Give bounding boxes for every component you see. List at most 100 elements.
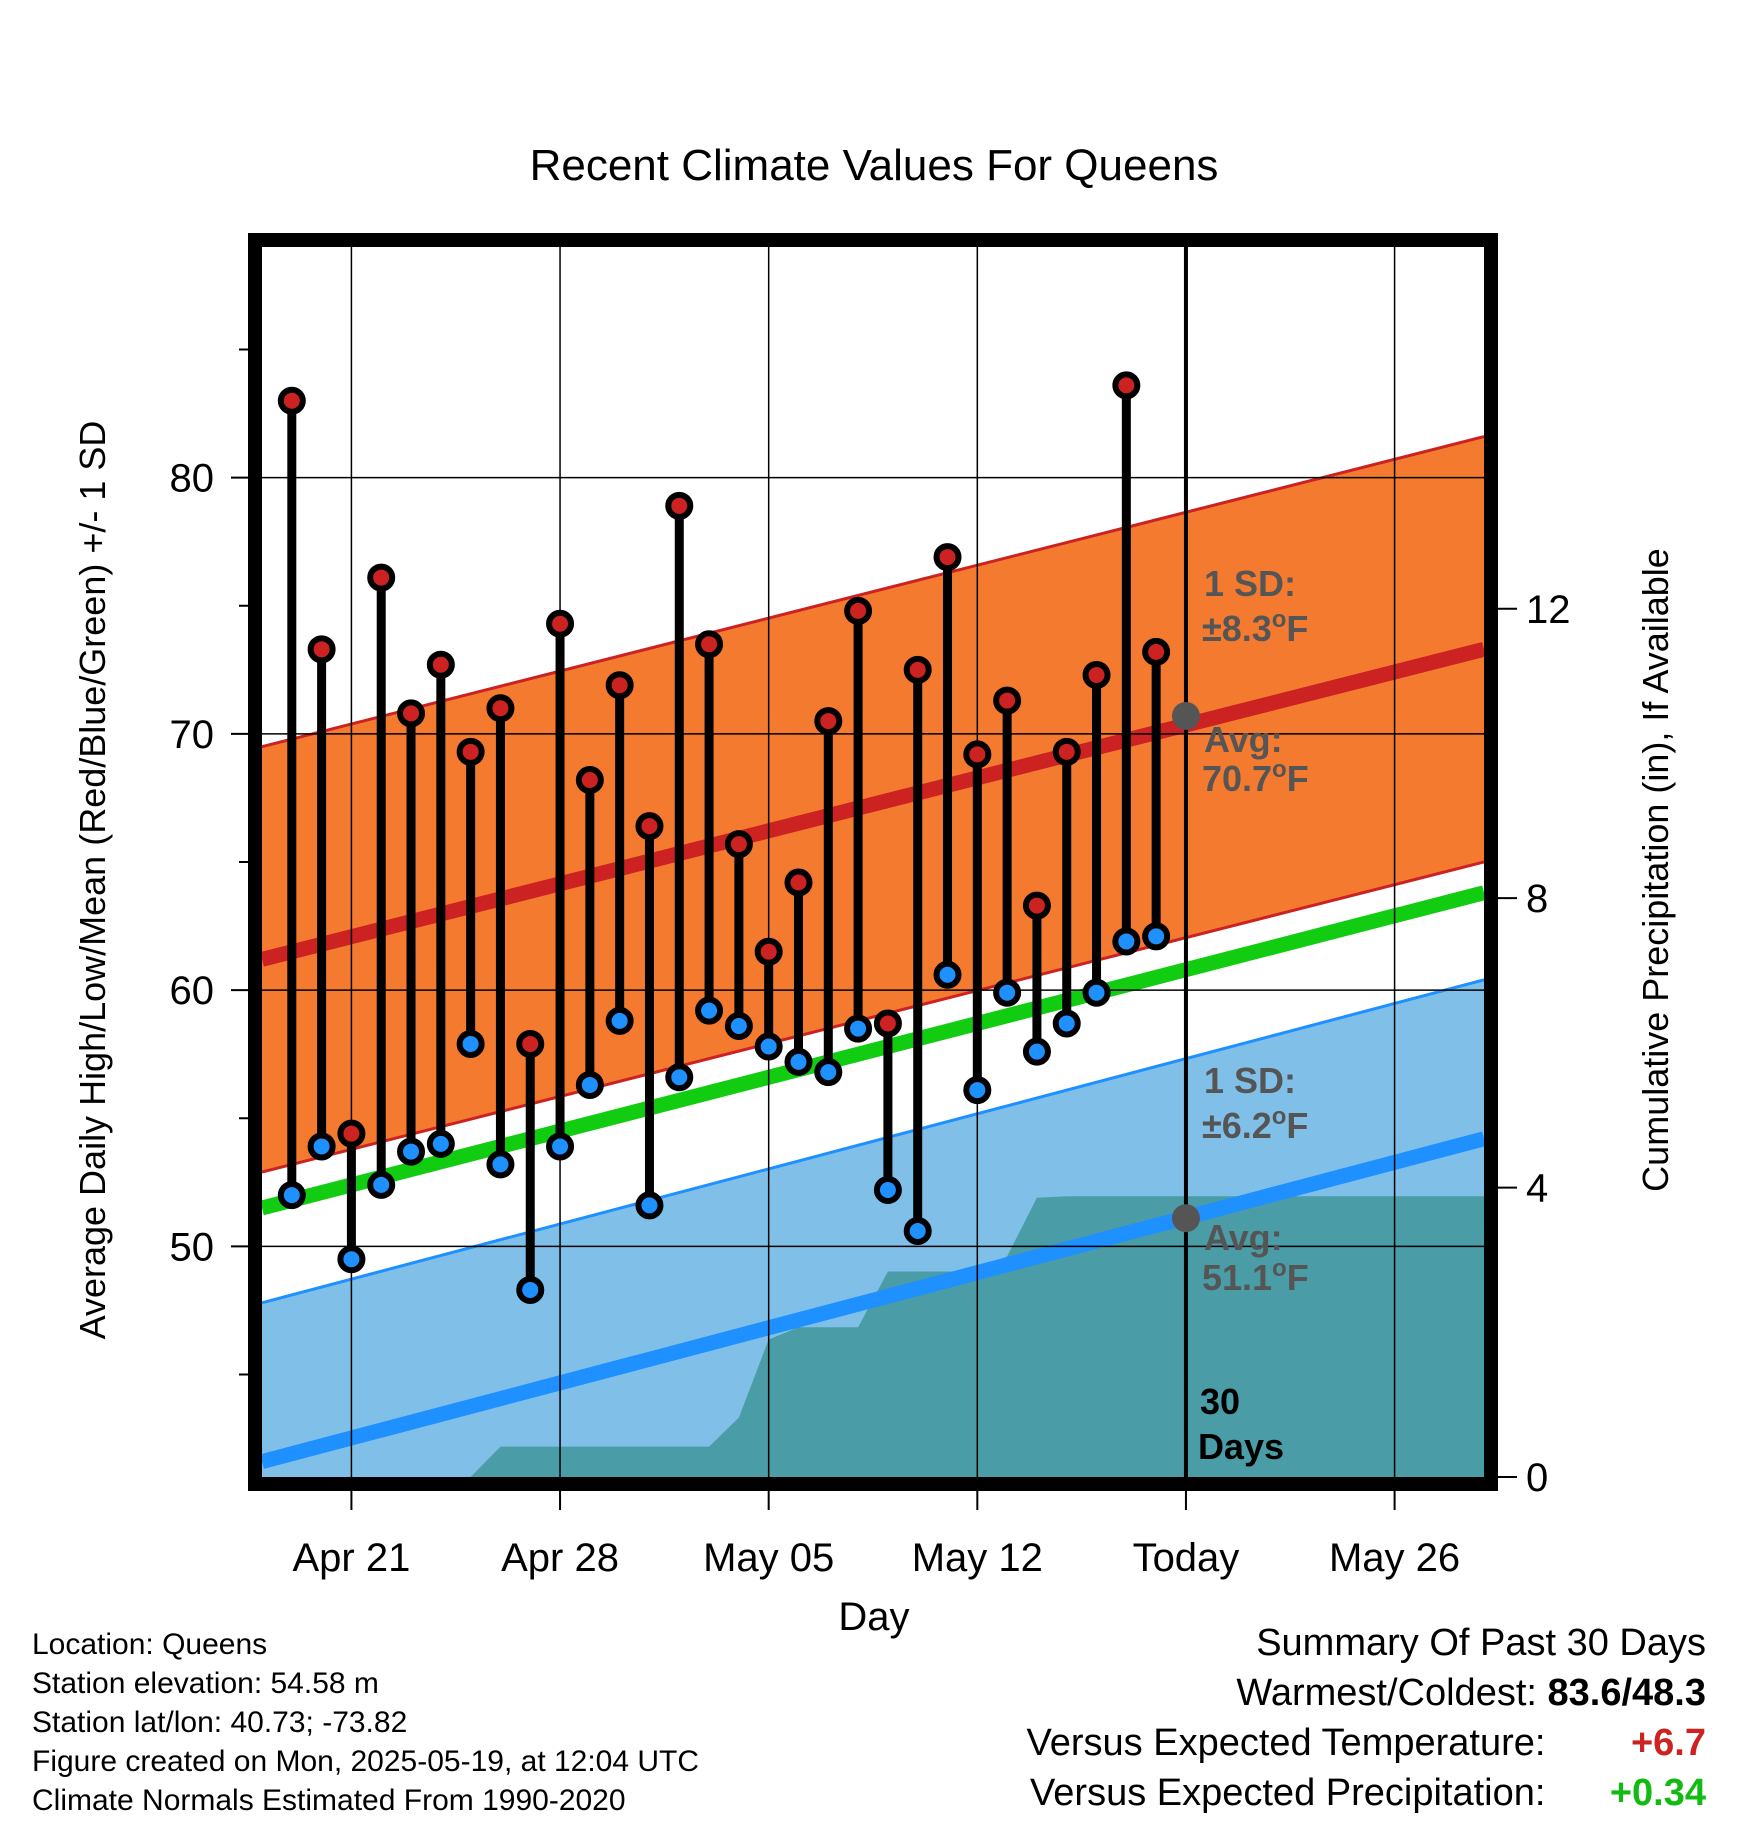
daily-low-point [367,1170,396,1199]
daily-low-point [784,1047,813,1076]
precip-area [262,1196,1484,1477]
plot-frame [248,233,1498,1491]
temp-label: Versus Expected Temperature: [1026,1722,1546,1764]
daily-high-point [367,563,396,592]
today-high-avg-marker [1171,701,1200,730]
daily-high-point [784,868,813,897]
precip-value: +0.34 [1609,1772,1706,1814]
low-sd-value: ±6.2oF [1202,1103,1308,1146]
high-avg-value: 70.7oF [1202,756,1309,799]
y-tick-label-left: 60 [170,969,215,1013]
y-tick-label-left: 70 [170,713,215,757]
daily-low-point [695,996,724,1025]
daily-high-point [1142,637,1171,666]
elevation-text: Station elevation: 54.58 m [32,1667,379,1700]
summary-temp: Versus Expected Temperature: +6.7 [1027,1718,1706,1768]
x-tick-label: Apr 21 [292,1536,410,1580]
high-sd-band-upper [262,435,1484,749]
created-text: Figure created on Mon, 2025-05-19, at 12… [32,1745,700,1778]
chart-title: Recent Climate Values For Queens [530,141,1219,190]
daily-low-point [754,1032,783,1061]
daily-low-point [426,1129,455,1158]
normals-text: Climate Normals Estimated From 1990-2020 [32,1784,626,1817]
daily-low-point [516,1275,545,1304]
x-tick-label: May 12 [912,1536,1043,1580]
warm-cold-label: Warmest/Coldest: [1236,1672,1537,1714]
daily-low-point [814,1058,843,1087]
avg-low-line [262,1131,1484,1469]
y-tick-label-right: 0 [1526,1456,1548,1500]
station-info: Location: Queens Station elevation: 54.5… [32,1625,699,1820]
daily-high-point [1082,660,1111,689]
daily-high-point [665,491,694,520]
x-tick-label: Today [1133,1536,1240,1580]
daily-high-point [486,694,515,723]
daily-high-point [695,630,724,659]
daily-low-point [724,1012,753,1040]
daily-high-point [903,655,932,684]
window-label-count: 30 [1200,1381,1240,1422]
daily-high-point [635,812,664,841]
daily-high-point [456,737,485,766]
daily-high-point [814,707,843,736]
avg-high-line [262,642,1484,967]
daily-high-point [307,635,336,664]
location-text: Location: Queens [32,1628,268,1661]
high-sd-label: 1 SD: [1204,563,1296,604]
daily-low-point [903,1217,932,1245]
daily-low-point [933,960,962,989]
x-tick-label: Apr 28 [501,1536,619,1580]
daily-low-point [456,1029,485,1058]
avg-mean-line [262,885,1484,1216]
daily-high-point [993,686,1022,715]
daily-low-point [635,1191,664,1220]
daily-high-point [605,671,634,700]
y-tick-label-left: 50 [170,1225,215,1269]
daily-high-point [933,543,962,572]
window-label-days: Days [1198,1426,1284,1467]
today-low-avg-marker [1171,1204,1200,1233]
daily-low-point [1082,978,1111,1007]
daily-low-point [486,1150,515,1179]
daily-high-point [516,1029,545,1058]
high-avg-label: Avg: [1204,719,1283,760]
daily-high-point [963,740,992,769]
daily-low-point [277,1181,306,1210]
daily-high-point [546,609,575,638]
low-sd-label: 1 SD: [1204,1060,1296,1101]
latlon-text: Station lat/lon: 40.73; -73.82 [32,1706,408,1739]
daily-low-point [605,1006,634,1035]
daily-low-point [873,1176,902,1204]
summary-title: Summary Of Past 30 Days [1256,1622,1706,1664]
daily-high-point [575,766,604,794]
temp-value: +6.7 [1630,1722,1706,1764]
y-tick-label-left: 80 [170,457,215,501]
y-axis-label-left: Average Daily High/Low/Mean (Red/Blue/Gr… [72,421,113,1340]
x-tick-label: May 05 [703,1536,834,1580]
daily-low-point [1022,1037,1051,1066]
x-axis-label: Day [838,1595,909,1639]
summary-panel: Summary Of Past 30 Days Warmest/Coldest:… [1027,1618,1706,1818]
daily-high-point [873,1009,902,1038]
daily-low-point [546,1132,575,1161]
high-sd-band-lower [262,860,1484,1174]
low-avg-value: 51.1oF [1202,1255,1309,1298]
summary-precip: Versus Expected Precipitation: +0.34 [1027,1768,1706,1818]
summary-warm-cold: Warmest/Coldest: 83.6/48.3 [1027,1668,1706,1718]
low-sd-band-upper [262,978,1484,1305]
daily-high-point [397,699,426,728]
y-tick-label-right: 8 [1526,877,1548,921]
daily-low-point [575,1070,604,1099]
daily-high-point [754,937,783,966]
daily-high-point [1022,891,1051,920]
low-avg-label: Avg: [1204,1217,1283,1258]
daily-low-point [337,1245,366,1274]
high-sd-value: ±8.3oF [1202,606,1308,649]
daily-high-point [1052,737,1081,766]
y-tick-label-right: 4 [1526,1167,1548,1211]
daily-low-point [844,1014,873,1043]
daily-high-point [844,596,873,625]
daily-low-point [665,1063,694,1092]
daily-high-point [426,650,455,679]
